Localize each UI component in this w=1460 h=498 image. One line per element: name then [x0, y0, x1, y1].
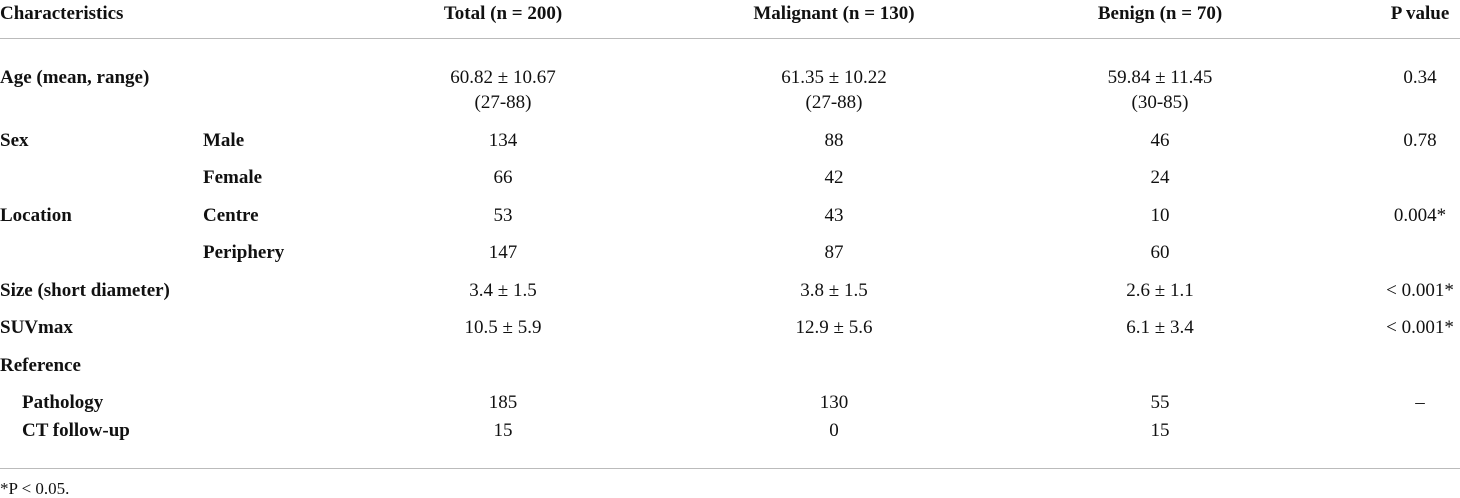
footnote: *P < 0.05. — [0, 479, 70, 498]
row-label: SUVmax — [0, 317, 73, 338]
header-cell: Characteristics — [0, 3, 124, 24]
row-label: Age (mean, range) — [0, 67, 150, 88]
cell: 87 — [824, 242, 844, 263]
row-label: Sex — [0, 129, 29, 151]
cell: (27-88) — [474, 92, 532, 113]
cell: 59.84 ± 11.45 — [1107, 67, 1213, 88]
header-cell: Malignant (n = 130) — [753, 3, 915, 24]
cell: 60 — [1150, 242, 1170, 263]
row-sublabel: Centre — [203, 204, 259, 226]
cell: 88 — [824, 129, 844, 151]
cell: 15 — [493, 420, 513, 441]
row-sublabel: Male — [203, 129, 245, 151]
row-label: Pathology — [22, 392, 104, 413]
cell: 66 — [493, 167, 513, 188]
cell: 147 — [488, 242, 518, 263]
cell: 3.4 ± 1.5 — [469, 279, 537, 301]
cell: 53 — [493, 204, 513, 226]
cell: 10 — [1150, 204, 1170, 226]
row-label: Reference — [0, 354, 81, 376]
row-sublabel: Female — [203, 167, 263, 188]
cell: (27-88) — [805, 92, 863, 113]
cell: 55 — [1150, 392, 1170, 413]
header-cell: Total (n = 200) — [443, 3, 563, 24]
cell: 60.82 ± 10.67 — [450, 67, 556, 88]
cell: 130 — [819, 392, 849, 413]
row-label: CT follow-up — [22, 420, 130, 441]
cell: 2.6 ± 1.1 — [1126, 279, 1194, 301]
cell: 3.8 ± 1.5 — [800, 279, 868, 301]
cell: 0.34 — [1403, 67, 1437, 88]
cell: 6.1 ± 3.4 — [1126, 317, 1194, 338]
cell: 61.35 ± 10.22 — [781, 67, 887, 88]
row-label: Size (short diameter) — [0, 279, 170, 301]
cell: 15 — [1150, 420, 1170, 441]
cell: < 0.001* — [1386, 279, 1454, 301]
cell: 10.5 ± 5.9 — [464, 317, 542, 338]
cell: 24 — [1150, 167, 1170, 188]
cell: 43 — [824, 204, 844, 226]
cell: 46 — [1150, 129, 1170, 151]
cell: – — [1415, 392, 1425, 413]
cell: 0 — [829, 420, 839, 441]
header-cell: Benign (n = 70) — [1097, 3, 1223, 24]
row-sublabel: Periphery — [203, 242, 285, 263]
header-cell: P value — [1390, 3, 1450, 24]
cell: (30-85) — [1131, 92, 1189, 113]
header-rule — [0, 38, 1460, 39]
cell: 0.004* — [1393, 204, 1447, 226]
row-label: Location — [0, 204, 72, 226]
cell: 0.78 — [1403, 129, 1437, 151]
cell: < 0.001* — [1386, 317, 1454, 338]
cell: 42 — [824, 167, 844, 188]
cell: 12.9 ± 5.6 — [795, 317, 873, 338]
bottom-rule — [0, 468, 1460, 469]
cell: 134 — [488, 129, 518, 151]
cell: 185 — [488, 392, 518, 413]
